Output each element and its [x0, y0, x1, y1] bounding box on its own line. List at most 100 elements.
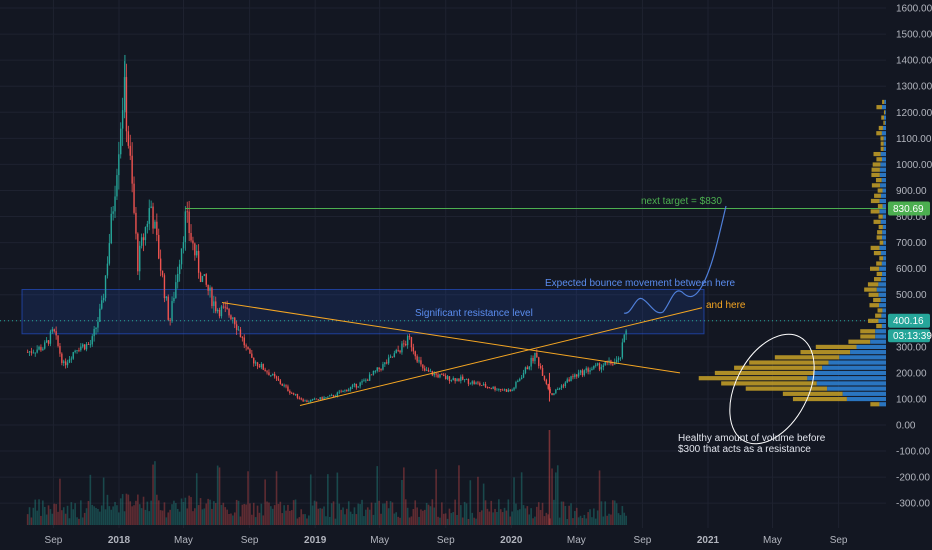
candle-body [520, 377, 523, 380]
candle-body [501, 389, 504, 391]
candle-body [30, 351, 33, 353]
volume-bar [410, 516, 413, 525]
candle-body [625, 330, 627, 335]
candle-body [557, 389, 559, 390]
volume-bar [479, 512, 481, 525]
volume-bar [165, 517, 168, 525]
countdown-label: 03:13:39 [893, 331, 932, 342]
candle-body [577, 372, 580, 377]
candle-body [133, 183, 135, 213]
volume-bar [308, 515, 310, 525]
candle-body [574, 374, 576, 378]
volume-profile-bar [882, 204, 886, 209]
volume-bar [420, 509, 422, 525]
candle-body [555, 389, 557, 394]
volume-bar [574, 511, 576, 525]
volume-bar [368, 509, 371, 525]
volume-bar [97, 508, 99, 525]
candle-body [344, 389, 346, 391]
candle-body [57, 335, 59, 346]
volume-bar [499, 509, 502, 525]
volume-profile-bar [870, 209, 880, 214]
candle-body [306, 400, 308, 403]
volume-bar [437, 516, 439, 525]
candle-body [270, 375, 272, 377]
candle-body [522, 372, 525, 378]
volume-bar [498, 499, 500, 525]
volume-profile-bar [846, 396, 886, 402]
price-axis-tick-label: 100.00 [896, 394, 927, 405]
time-axis-tick-label: May [174, 535, 193, 546]
volume-bar [615, 503, 618, 525]
volume-bar [190, 497, 192, 525]
volume-profile-bar [871, 172, 880, 178]
price-axis-tick-label: 600.00 [896, 264, 927, 275]
volume-profile-bar [880, 251, 886, 256]
volume-bar [612, 500, 614, 525]
candle-body [600, 367, 603, 370]
volume-bar [585, 518, 588, 525]
candle-body [386, 362, 388, 364]
volume-bar [254, 517, 257, 525]
candle-body [367, 379, 369, 381]
candle-body [220, 306, 223, 317]
candle-body [150, 206, 152, 209]
time-axis-tick-label: Sep [45, 535, 63, 546]
candle-body [576, 374, 578, 377]
current-price-tag [888, 313, 930, 328]
volume-bar [150, 500, 152, 525]
candle-body [532, 357, 534, 362]
candle-body [313, 398, 316, 400]
candle-body [291, 392, 293, 394]
volume-profile-bar [877, 204, 883, 209]
volume-bar [228, 513, 230, 525]
time-axis-tick-label: May [763, 535, 782, 546]
price-axis-tick-label: -300.00 [896, 499, 930, 510]
volume-profile-bar [827, 386, 886, 391]
candle-body [239, 329, 242, 338]
candle-body [524, 367, 527, 373]
candle-body [604, 361, 606, 366]
volume-bar [222, 502, 225, 525]
candle-body [85, 344, 88, 350]
volume-profile-bar [878, 292, 886, 297]
volume-bar [328, 516, 331, 525]
volume-profile-bar [873, 219, 881, 224]
candle-body [213, 301, 215, 306]
volume-bar [448, 508, 451, 525]
volume-bar [342, 507, 344, 525]
candle-body [216, 309, 219, 312]
annotation-next-target: next target = $830 [641, 196, 722, 207]
price-axis-tick-label: 300.00 [896, 342, 927, 353]
candle-body [125, 77, 128, 132]
drawing-layer[interactable] [0, 205, 886, 406]
time-axis-tick-label: Sep [830, 535, 848, 546]
volume-bar [621, 506, 624, 525]
volume-bar [416, 507, 418, 525]
volume-profile-bar [878, 125, 883, 131]
volume-bar [61, 510, 63, 525]
volume-bar [207, 498, 209, 525]
candle-body [619, 357, 622, 359]
price-axis[interactable]: 1600.00 1500.00 1400.00 1300.00 1200.00 1100.… [886, 0, 932, 550]
volume-profile-bar [883, 120, 885, 125]
time-axis-tick-label: Sep [634, 535, 652, 546]
volume-bar [425, 502, 428, 525]
candle-body [547, 383, 549, 389]
volume-bar [140, 508, 143, 525]
time-axis[interactable]: Sep 2018 May Sep 2019 May Sep 2020 May Sep 2021 May… [0, 528, 886, 550]
volume-bar [610, 514, 612, 525]
candle-body [475, 382, 477, 384]
volume-bar [461, 517, 464, 525]
candle-body [118, 154, 120, 176]
volume-bar [264, 479, 266, 525]
candle-body [300, 398, 302, 400]
volume-profile-bar [882, 235, 886, 240]
candle-body [175, 282, 177, 298]
candle-body [515, 381, 517, 388]
volume-bar [496, 511, 498, 525]
candle-body [387, 357, 390, 364]
candle-body [61, 353, 63, 363]
candle-body [47, 340, 50, 344]
